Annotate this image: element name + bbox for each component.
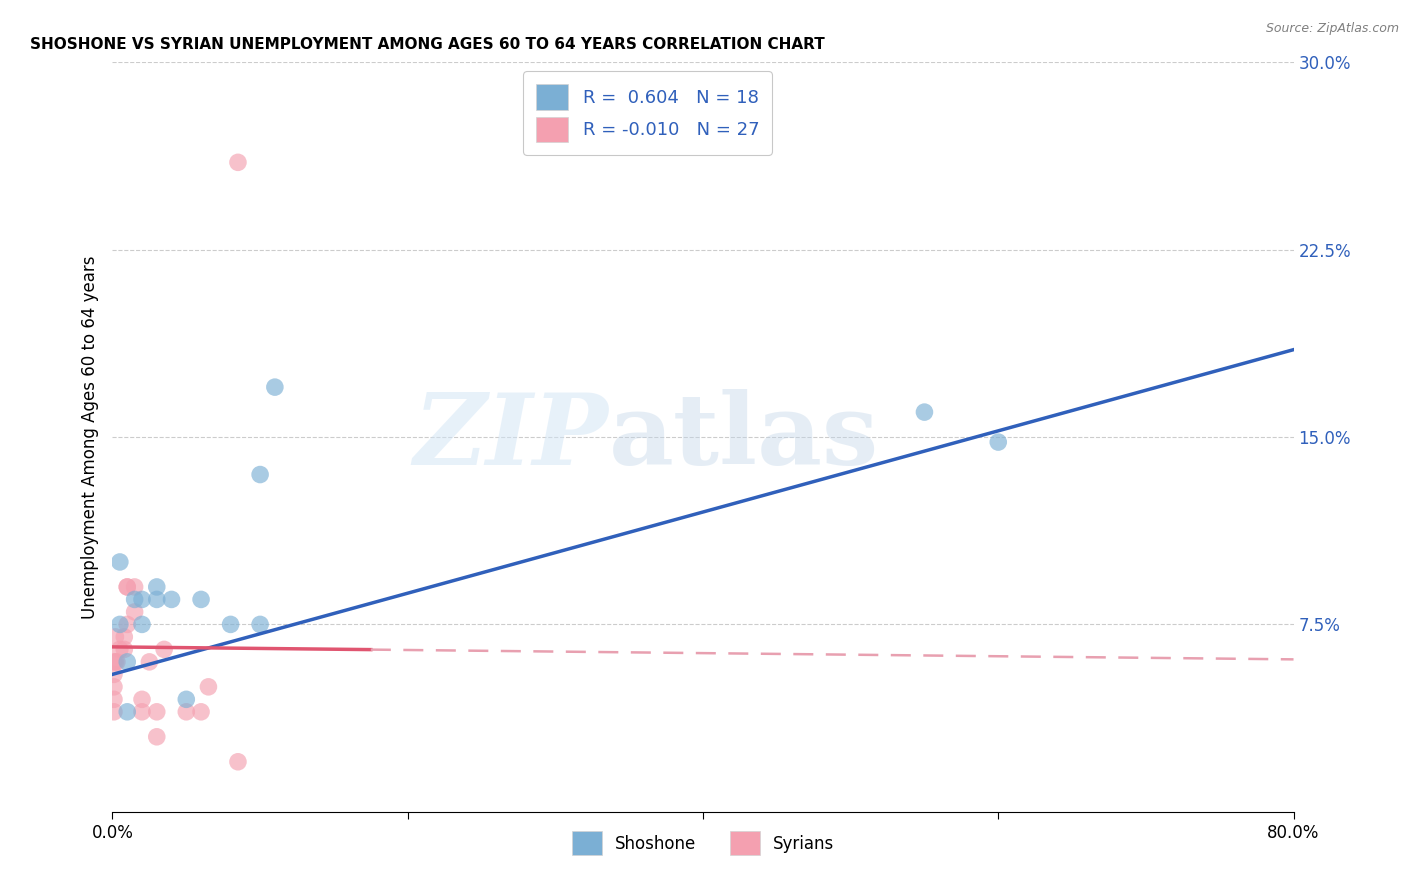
Point (153, 642, 176, 657)
Point (124, 605, 146, 619)
Point (131, 617, 153, 632)
Point (226, 155, 249, 169)
Point (117, 580, 138, 594)
Point (174, 705, 197, 719)
Point (146, 705, 169, 719)
Text: SHOSHONE VS SYRIAN UNEMPLOYMENT AMONG AGES 60 TO 64 YEARS CORRELATION CHART: SHOSHONE VS SYRIAN UNEMPLOYMENT AMONG AG… (30, 37, 824, 52)
Point (249, 617, 271, 632)
Point (190, 592, 212, 607)
Point (226, 755, 249, 769)
Point (124, 580, 146, 594)
Point (117, 655, 138, 669)
Point (146, 592, 169, 607)
Point (117, 617, 138, 632)
Point (108, 642, 131, 657)
Point (131, 692, 153, 706)
Point (108, 555, 131, 569)
Point (112, 630, 135, 644)
Point (264, 380, 287, 394)
Point (103, 655, 125, 669)
Point (146, 580, 169, 594)
Point (103, 692, 125, 706)
Point (219, 617, 242, 632)
Point (104, 655, 127, 669)
Point (197, 680, 219, 694)
Legend: Shoshone, Syrians: Shoshone, Syrians (564, 823, 842, 863)
Point (108, 617, 131, 632)
Point (160, 592, 183, 607)
Point (112, 642, 135, 657)
Y-axis label: Unemployment Among Ages 60 to 64 years: Unemployment Among Ages 60 to 64 years (80, 255, 98, 619)
Point (103, 680, 125, 694)
Point (124, 592, 146, 607)
Point (174, 692, 197, 706)
Text: Source: ZipAtlas.com: Source: ZipAtlas.com (1265, 22, 1399, 36)
Point (249, 467, 271, 482)
Point (914, 405, 936, 419)
Point (190, 705, 212, 719)
Point (131, 592, 153, 607)
Point (103, 667, 125, 681)
Point (117, 580, 138, 594)
Point (105, 655, 128, 669)
Point (987, 435, 1010, 450)
Point (146, 730, 169, 744)
Text: atlas: atlas (609, 389, 879, 485)
Point (138, 655, 160, 669)
Point (104, 630, 127, 644)
Point (131, 705, 153, 719)
Point (117, 705, 138, 719)
Text: ZIP: ZIP (413, 389, 609, 485)
Point (103, 705, 125, 719)
